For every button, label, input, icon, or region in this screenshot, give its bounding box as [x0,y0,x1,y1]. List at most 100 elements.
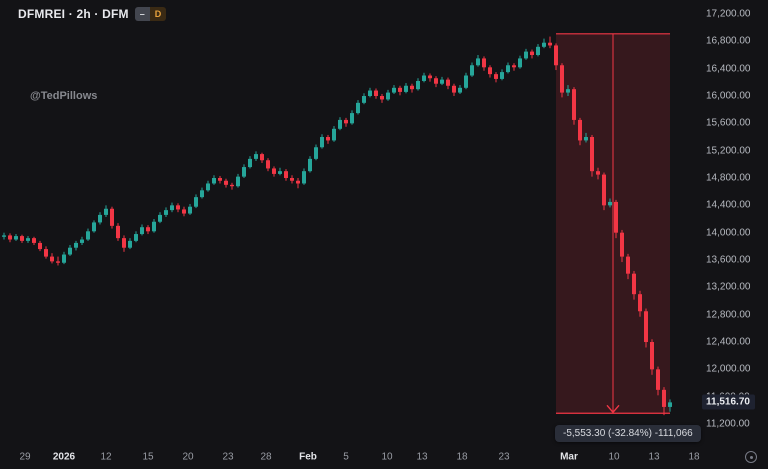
candle [566,89,570,93]
candle [248,158,252,168]
candle [176,205,180,210]
candle [242,167,246,177]
candle [368,90,372,97]
candle [278,171,282,174]
candle [212,178,216,184]
candle [470,65,474,76]
candle [416,80,420,90]
time-tick-label: 20 [182,451,194,463]
time-tick-label: Feb [299,451,317,463]
candle [344,119,348,124]
candle [200,190,204,198]
price-tick-label: 11,200.00 [706,418,750,430]
candle [404,85,408,92]
candle [650,342,654,370]
candle [8,235,12,240]
candle [446,79,450,86]
candle [608,201,612,206]
time-tick-label: 12 [100,451,112,463]
candle [26,238,30,241]
candle [254,154,258,159]
time-tick-label: 5 [343,451,349,463]
candle [134,234,138,241]
candle [170,205,174,211]
price-tick-label: 15,200.00 [706,145,751,157]
price-tick-label: 17,200.00 [706,8,751,20]
candlestick-series [2,36,672,416]
time-tick-label: 10 [381,451,393,463]
candle [152,221,156,232]
candle [38,242,42,250]
candle [326,137,330,141]
candle [56,261,60,263]
time-tick-label: 29 [19,451,31,463]
price-tick-label: 15,600.00 [706,117,751,129]
candle [284,171,288,179]
time-tick-label: Mar [560,451,578,463]
measurement-tooltip: -5,553.30 (-32.84%) -111,066 [555,425,701,442]
candle [392,87,396,93]
candle [662,389,666,407]
candle [410,85,414,90]
candle [92,222,96,232]
candle [434,78,438,84]
candle [644,311,648,343]
candle [182,209,186,214]
candle [80,239,84,243]
candle [596,171,600,175]
symbol-title[interactable]: DFMREI · 2h · DFM [18,7,129,21]
candle [488,67,492,75]
price-tick-label: 14,000.00 [706,227,751,239]
candle [452,85,456,93]
candle [62,254,66,263]
price-axis[interactable]: 11,516.70 17,200.00 16,800.00 16,400.00 16,… [700,0,768,445]
candle [584,137,588,141]
candle [356,102,360,114]
candle [374,90,378,97]
candle [188,206,192,214]
candle [110,208,114,226]
chart-legend: DFMREI · 2h · DFM – D [18,7,167,21]
timezone-circle-icon[interactable] [745,451,757,463]
time-tick-label: 13 [648,451,660,463]
price-range-lines [556,33,670,414]
candle [98,214,102,223]
time-tick-label: 2026 [52,451,76,463]
candle [14,236,18,240]
candle [512,65,516,68]
price-tick-label: 13,600.00 [706,254,751,266]
author-watermark: @TedPillows [30,90,98,102]
candle [524,51,528,59]
candle [554,45,558,66]
candle [350,113,354,124]
candle [140,227,144,235]
candle [290,178,294,181]
price-tick-label: 12,000.00 [706,363,751,375]
delayed-data-badge[interactable]: – D [134,7,167,21]
candle [572,89,576,120]
candle [194,197,198,207]
candle [320,137,324,148]
candle [74,242,78,248]
time-tick-label: 28 [260,451,272,463]
candle [164,210,168,215]
price-tick-label: 14,800.00 [706,172,751,184]
candle [476,58,480,66]
candlestick-chart[interactable] [0,0,768,445]
candle [122,238,126,248]
last-price-label: 11,516.70 [702,394,755,410]
candle [332,128,336,141]
price-tick-label: 13,200.00 [706,281,751,293]
candle [578,119,582,141]
candle [386,92,390,100]
candle [314,147,318,159]
candle [68,247,72,255]
candle [206,183,210,191]
candle [380,96,384,100]
time-axis[interactable]: 29 2026 12 15 20 23 28 Feb 5 10 13 18 23 Mar 10 13 18 [0,445,768,469]
candle [398,87,402,92]
price-tick-label: 16,000.00 [706,90,751,102]
candle [230,184,234,187]
candle [224,180,228,185]
